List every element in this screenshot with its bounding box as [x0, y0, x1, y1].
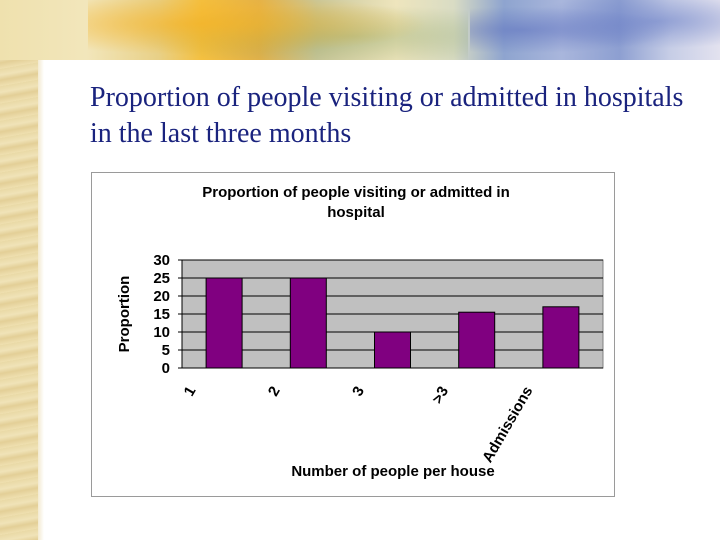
- chart-container: Proportion of people visiting or admitte…: [91, 172, 615, 497]
- y-tick-label: 25: [153, 270, 170, 287]
- chart-title-line-2: hospital: [327, 204, 385, 221]
- bar: [374, 331, 411, 369]
- bar: [458, 311, 496, 369]
- x-tick-label: >3: [429, 384, 452, 407]
- y-axis-label: Proportion: [116, 276, 133, 353]
- bars: [205, 277, 580, 369]
- bar: [542, 306, 580, 369]
- y-tick-label: 15: [153, 306, 170, 323]
- decorative-left-edge: [38, 60, 44, 540]
- x-tick-label: Admissions: [479, 384, 536, 466]
- y-tick-label: 5: [162, 342, 170, 359]
- chart-title-line-1: Proportion of people visiting or admitte…: [202, 184, 510, 201]
- y-tick-label: 20: [153, 288, 170, 305]
- bar: [205, 277, 243, 369]
- bar: [289, 277, 327, 369]
- x-tick-label: 2: [265, 384, 284, 400]
- decorative-left-strip: [0, 0, 38, 540]
- y-tick-label: 30: [153, 252, 170, 269]
- y-tick-label: 10: [153, 324, 170, 341]
- x-axis: 1 2 3 >3 Admissions: [181, 367, 603, 466]
- x-tick-label: 1: [181, 384, 200, 400]
- chart-title: Proportion of people visiting or admitte…: [202, 184, 510, 221]
- y-tick-label: 0: [162, 360, 170, 377]
- slide-title: Proportion of people visiting or admitte…: [90, 82, 684, 149]
- x-axis-label: Number of people per house: [291, 463, 494, 480]
- decorative-top-banner: [0, 0, 720, 60]
- x-tick-label: 3: [349, 384, 368, 400]
- bar-chart: Proportion of people visiting or admitte…: [116, 184, 604, 480]
